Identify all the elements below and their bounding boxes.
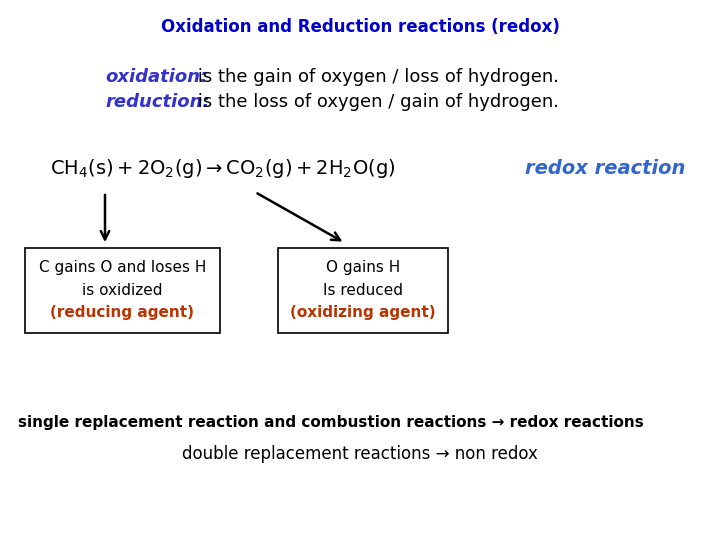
Text: is oxidized: is oxidized <box>82 283 163 298</box>
Text: is the gain of oxygen / loss of hydrogen.: is the gain of oxygen / loss of hydrogen… <box>192 68 559 86</box>
Bar <box>278 248 448 333</box>
Text: C gains O and loses H: C gains O and loses H <box>39 260 206 275</box>
Text: double replacement reactions → non redox: double replacement reactions → non redox <box>182 445 538 463</box>
Text: (oxidizing agent): (oxidizing agent) <box>290 305 436 320</box>
Text: reduction:: reduction: <box>105 93 210 111</box>
Text: (reducing agent): (reducing agent) <box>50 305 194 320</box>
Text: is the loss of oxygen / gain of hydrogen.: is the loss of oxygen / gain of hydrogen… <box>192 93 559 111</box>
Text: oxidation:: oxidation: <box>105 68 207 86</box>
Text: single replacement reaction and combustion reactions → redox reactions: single replacement reaction and combusti… <box>18 415 644 430</box>
Text: Is reduced: Is reduced <box>323 283 403 298</box>
Text: redox reaction: redox reaction <box>525 159 685 178</box>
Text: Oxidation and Reduction reactions (redox): Oxidation and Reduction reactions (redox… <box>161 18 559 36</box>
Text: O gains H: O gains H <box>326 260 400 275</box>
Text: $\mathrm{CH_4(s) + 2O_2(g) \rightarrow CO_2(g) + 2H_2O(g)}$: $\mathrm{CH_4(s) + 2O_2(g) \rightarrow C… <box>50 157 395 179</box>
Bar <box>25 248 220 333</box>
